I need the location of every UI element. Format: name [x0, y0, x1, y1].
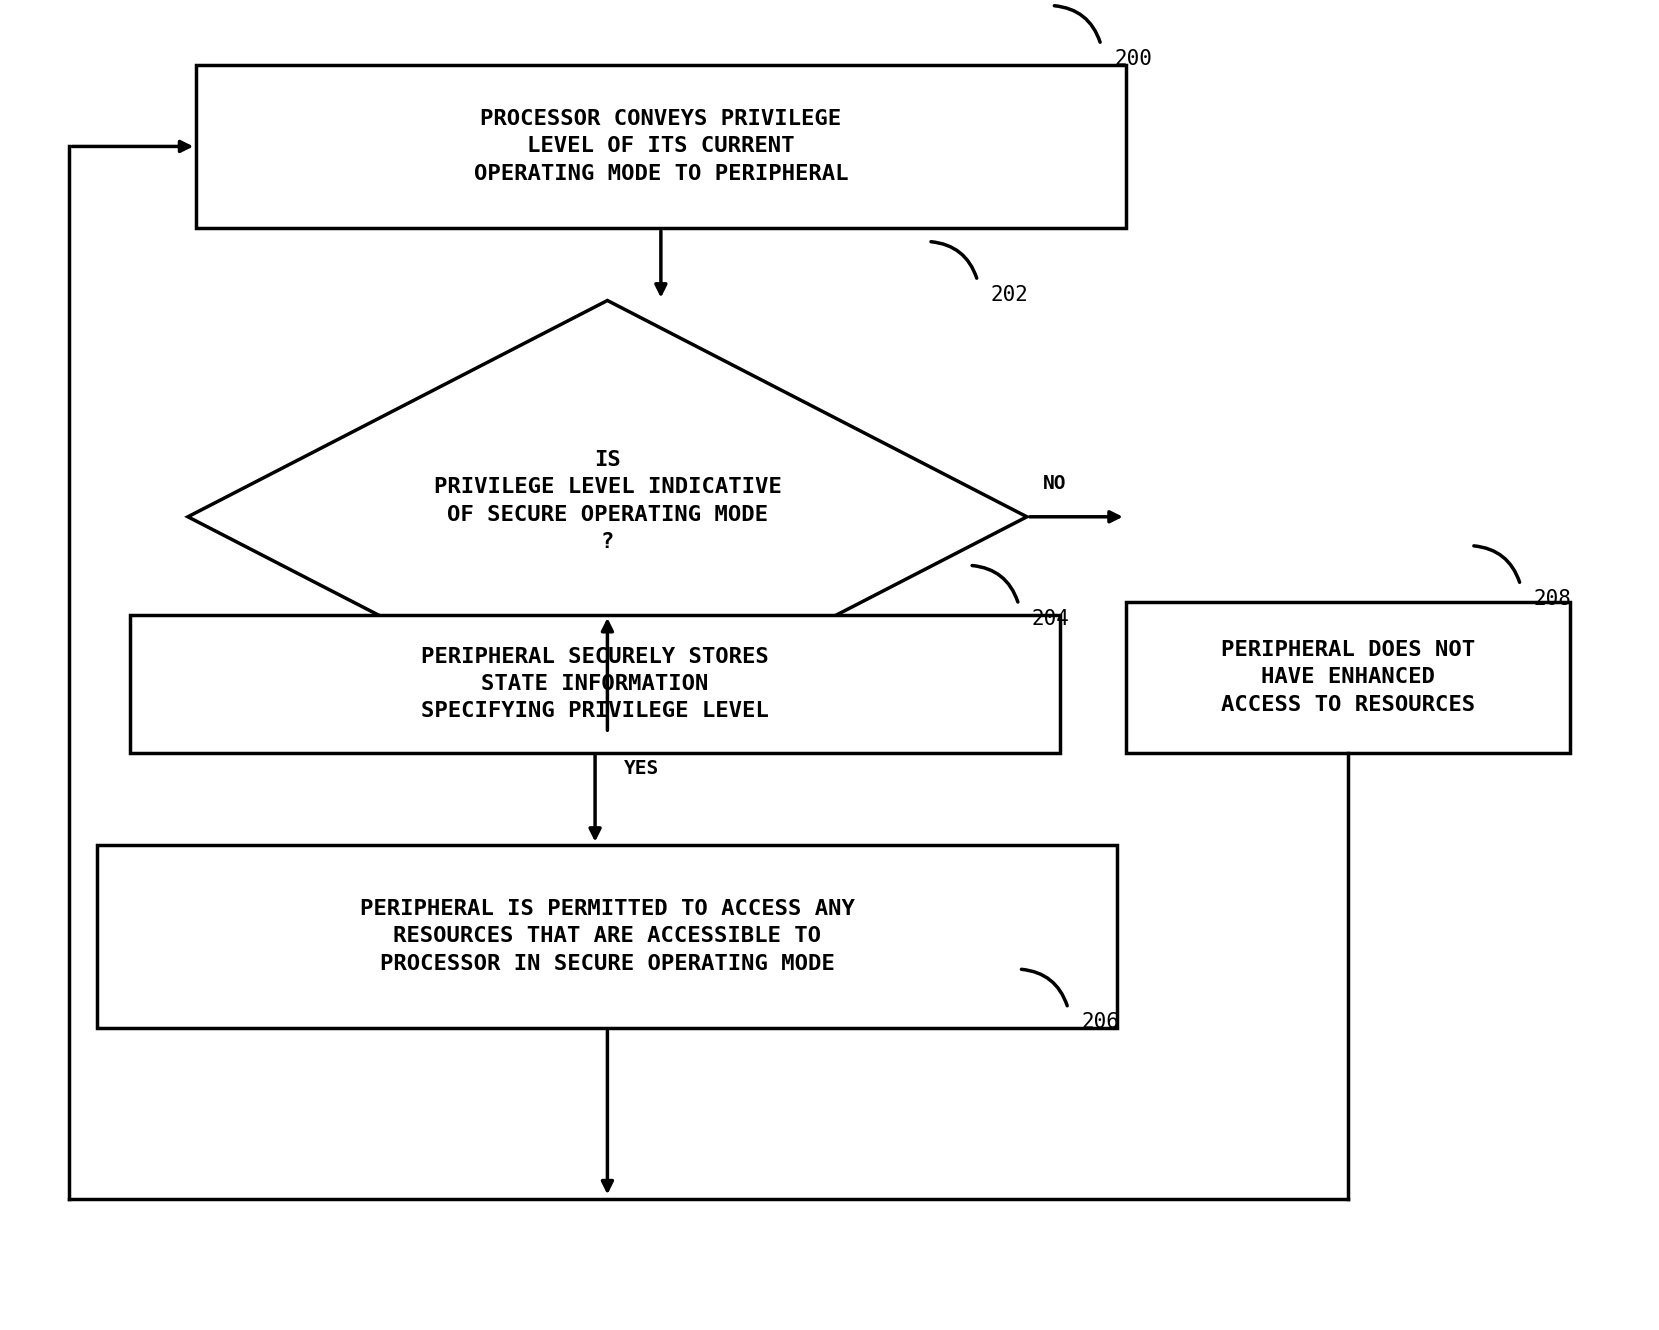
Text: NO: NO	[1044, 475, 1067, 493]
Text: 204: 204	[1032, 609, 1070, 629]
Text: YES: YES	[624, 759, 659, 778]
Text: 202: 202	[990, 285, 1029, 305]
Polygon shape	[196, 64, 1125, 229]
Polygon shape	[98, 845, 1118, 1028]
Text: 206: 206	[1082, 1012, 1120, 1032]
Polygon shape	[1125, 602, 1569, 753]
Polygon shape	[187, 301, 1027, 733]
Text: 208: 208	[1533, 589, 1571, 609]
Text: 200: 200	[1115, 49, 1151, 69]
Text: PERIPHERAL SECURELY STORES
STATE INFORMATION
SPECIFYING PRIVILEGE LEVEL: PERIPHERAL SECURELY STORES STATE INFORMA…	[421, 646, 770, 721]
Text: PROCESSOR CONVEYS PRIVILEGE
LEVEL OF ITS CURRENT
OPERATING MODE TO PERIPHERAL: PROCESSOR CONVEYS PRIVILEGE LEVEL OF ITS…	[473, 109, 848, 184]
Text: PERIPHERAL IS PERMITTED TO ACCESS ANY
RESOURCES THAT ARE ACCESSIBLE TO
PROCESSOR: PERIPHERAL IS PERMITTED TO ACCESS ANY RE…	[360, 899, 854, 974]
Text: PERIPHERAL DOES NOT
HAVE ENHANCED
ACCESS TO RESOURCES: PERIPHERAL DOES NOT HAVE ENHANCED ACCESS…	[1221, 640, 1475, 714]
Text: IS
PRIVILEGE LEVEL INDICATIVE
OF SECURE OPERATING MODE
?: IS PRIVILEGE LEVEL INDICATIVE OF SECURE …	[433, 451, 781, 552]
Polygon shape	[131, 614, 1060, 753]
